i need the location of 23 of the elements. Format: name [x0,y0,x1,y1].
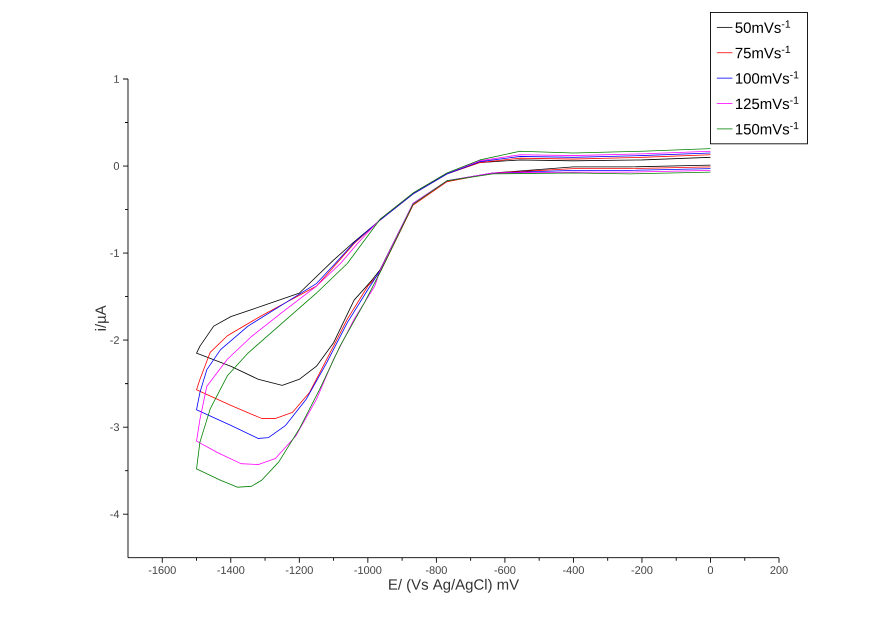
y-tick-label: 1 [114,75,119,83]
y-tick-label: -2 [110,336,119,344]
x-tick-label: -800 [426,566,447,574]
x-tick-label: -1600 [148,566,176,574]
x-tick-label: 200 [770,566,788,574]
legend-label: 50mVs$^{-1}$ [735,20,790,33]
legend-label: 100mVs$^{-1}$ [736,71,798,84]
x-tick-label: -600 [494,566,516,574]
x-tick-label: -1400 [217,566,244,574]
x-tick-label: -1000 [354,566,382,574]
legend-label: 125mVs$^{-1}$ [736,96,798,110]
x-axis-title: E/ (Vs Ag/AgCl) mV [389,578,520,593]
legend-label: 75mVs$^{-1}$ [736,46,790,58]
y-axis-title: i/µA [94,305,109,330]
x-tick-label: -1200 [286,566,313,574]
y-tick-label: -3 [110,423,119,432]
legend-label: 150mVs$^{-1}$ [736,122,798,134]
x-tick-label: -400 [562,566,584,574]
x-tick-label: -200 [631,566,652,574]
y-tick-label: 0 [114,162,120,170]
y-tick-label: -1 [110,249,119,257]
y-tick-label: -4 [110,510,120,518]
x-tick-label: 0 [708,566,714,574]
